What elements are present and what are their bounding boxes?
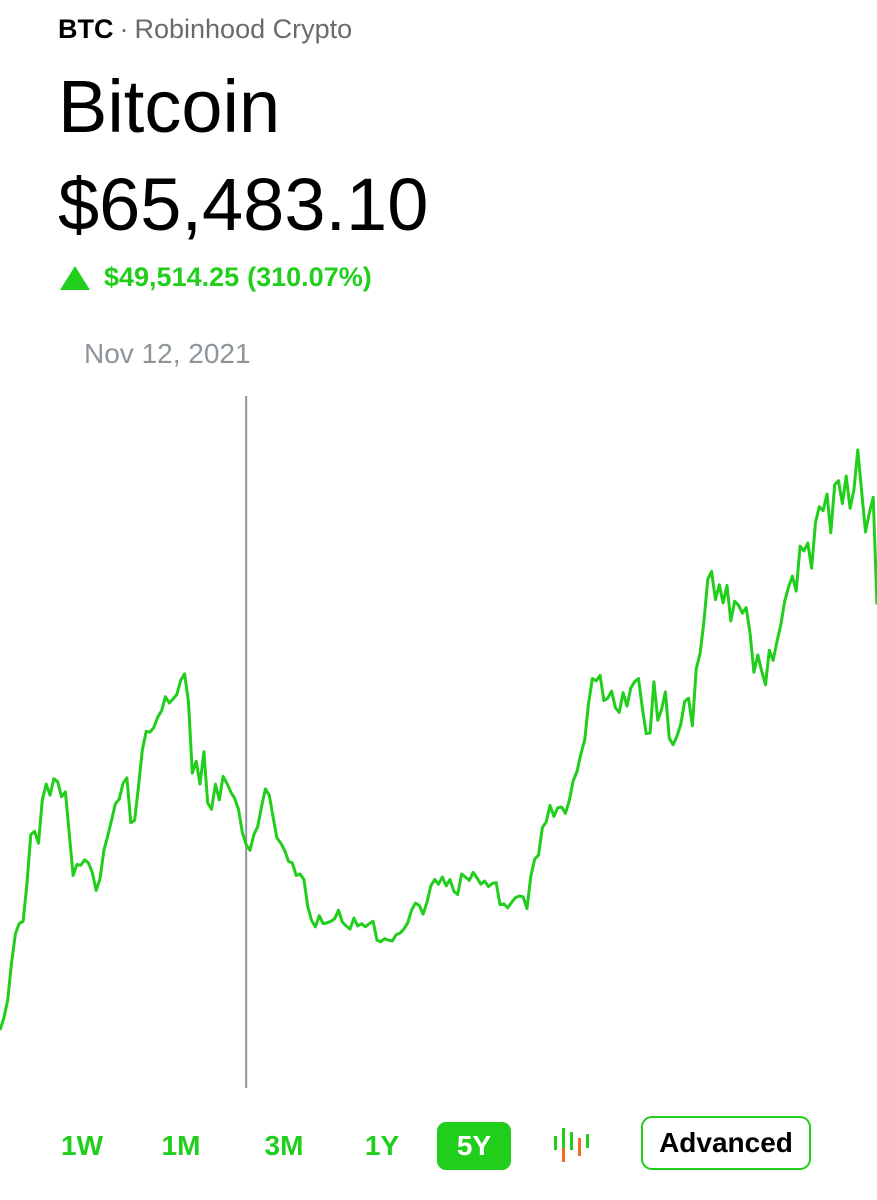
provider-name: Robinhood Crypto [134,14,353,44]
up-triangle-icon [60,265,90,290]
range-button-5y[interactable]: 5Y [437,1122,511,1170]
range-button-1y[interactable]: 1Y [364,1130,400,1161]
change-amount: $49,514.25 [104,262,240,292]
asset-price: $65,483.10 [58,163,429,246]
price-series-line [0,448,877,1031]
scrubber-date: Nov 12, 2021 [84,338,251,369]
price-change: $49,514.25 (310.07%) [60,262,372,293]
candlestick-icon[interactable] [551,1124,591,1164]
asset-name: Bitcoin [58,65,281,148]
price-chart[interactable] [0,380,877,1090]
change-percent: (310.07%) [247,262,372,292]
asset-header: BTC · Robinhood Crypto [58,14,352,45]
range-button-1m[interactable]: 1M [161,1130,201,1161]
range-button-1w[interactable]: 1W [61,1130,103,1161]
range-button-3m[interactable]: 3M [264,1130,304,1161]
range-selector: 1W 1M 3M 1Y 5Y Advanced [0,1110,877,1180]
advanced-button[interactable]: Advanced [641,1116,811,1170]
ticker-symbol: BTC [58,14,114,44]
header-separator: · [119,14,129,44]
